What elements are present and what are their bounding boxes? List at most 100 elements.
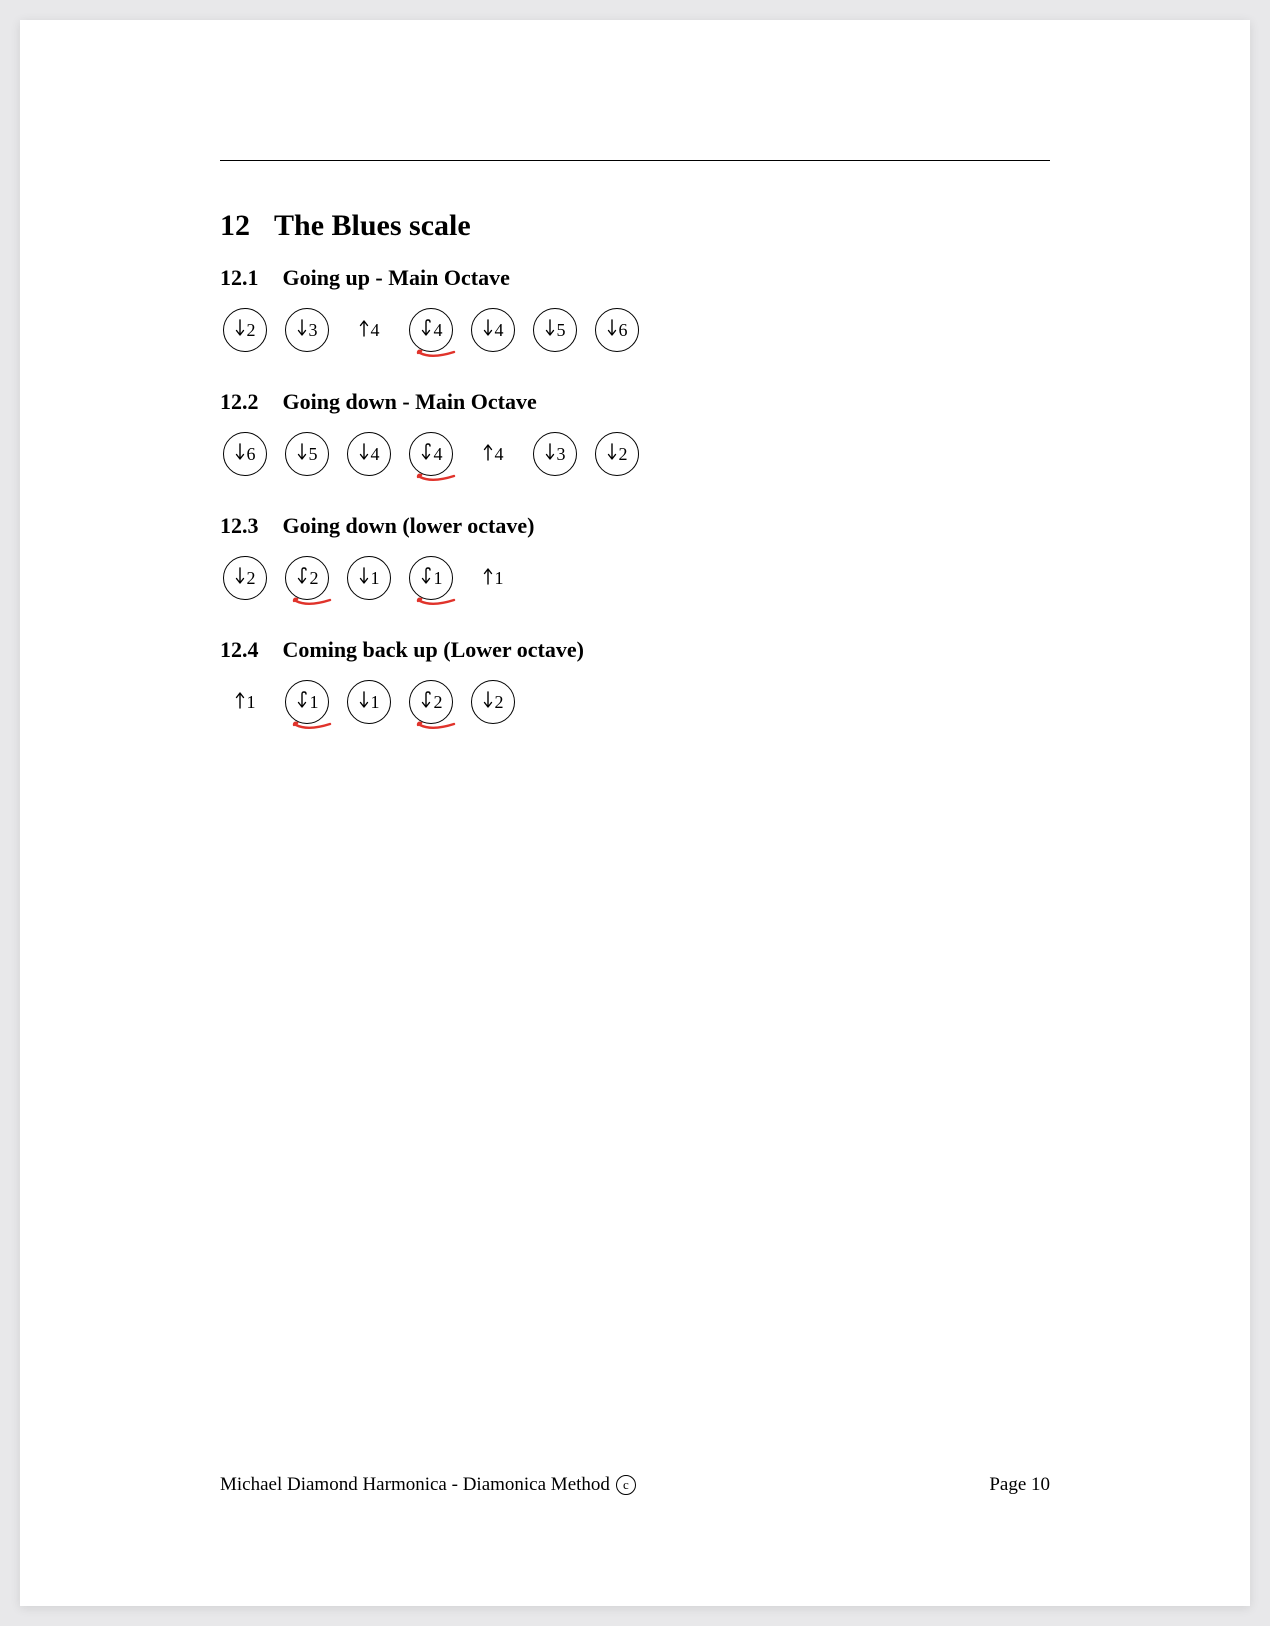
note-circled: 4 [409,432,453,476]
arrow-down-icon [359,443,369,465]
note-circled: 4 [409,308,453,352]
harmonica-note: 5 [530,305,580,355]
note-hole-number: 1 [310,693,319,711]
footer-author-text: Michael Diamond Harmonica - Diamonica Me… [220,1474,610,1496]
arrow-up-icon [483,567,493,589]
note-circled: 2 [471,680,515,724]
arrow-down-icon [545,319,555,341]
note-hole-number: 1 [247,693,256,711]
arrow-down-icon [297,319,307,341]
note-hole-number: 1 [371,569,380,587]
arrow-down-icon [359,567,369,589]
arrow-bend-down-icon [296,691,308,713]
subsection: 12.4 Coming back up (Lower octave) 1 1 1 2 2 [220,637,1050,727]
note-circled: 2 [285,556,329,600]
arrow-down-icon [297,443,307,465]
harmonica-note: 4 [468,305,518,355]
section-title-text: The Blues scale [274,209,471,243]
section-number: 12 [220,209,250,243]
harmonica-note: 2 [220,553,270,603]
note-circled: 1 [285,680,329,724]
note-hole-number: 4 [434,321,443,339]
notes-row: 1 1 1 2 2 [220,677,1050,727]
arrow-down-icon [235,567,245,589]
note-hole-number: 4 [434,445,443,463]
arrow-down-icon [545,443,555,465]
arrow-up-icon [235,691,245,713]
note-hole-number: 6 [619,321,628,339]
arrow-down-icon [235,443,245,465]
arrow-down-icon [607,443,617,465]
note-plain: 4 [347,308,391,352]
harmonica-note: 2 [406,677,456,727]
harmonica-note: 1 [220,677,270,727]
notes-row: 6544432 [220,429,1050,479]
subsection: 12.1Going up - Main Octave 2 3 4 4 4 5 6 [220,265,1050,355]
harmonica-note: 5 [282,429,332,479]
note-circled: 4 [347,432,391,476]
harmonica-note: 2 [468,677,518,727]
note-circled: 4 [471,308,515,352]
copyright-icon: c [616,1475,636,1495]
subsection-title-text: Going up - Main Octave [283,265,510,291]
note-hole-number: 2 [247,569,256,587]
note-hole-number: 2 [434,693,443,711]
subsection-number: 12.4 [220,637,259,663]
note-plain: 1 [223,680,267,724]
harmonica-note: 1 [468,553,518,603]
section-heading: 12 The Blues scale [220,209,1050,243]
subsection: 12.2Going down - Main Octave6544432 [220,389,1050,479]
harmonica-note: 1 [282,677,332,727]
note-plain: 4 [471,432,515,476]
notes-row: 2 3 4 4 4 5 6 [220,305,1050,355]
note-circled: 6 [595,308,639,352]
harmonica-note: 4 [406,305,456,355]
harmonica-note: 6 [592,305,642,355]
note-hole-number: 5 [557,321,566,339]
note-plain: 1 [471,556,515,600]
note-hole-number: 2 [495,693,504,711]
subsection-heading: 12.3Going down (lower octave) [220,513,1050,539]
arrow-down-icon [483,691,493,713]
harmonica-note: 3 [530,429,580,479]
note-circled: 2 [595,432,639,476]
note-circled: 2 [223,308,267,352]
arrow-bend-down-icon [420,443,432,465]
note-hole-number: 1 [495,569,504,587]
note-circled: 1 [347,556,391,600]
subsection-number: 12.2 [220,389,259,415]
subsection-heading: 12.1Going up - Main Octave [220,265,1050,291]
horizontal-rule [220,160,1050,161]
footer-author: Michael Diamond Harmonica - Diamonica Me… [220,1474,636,1496]
harmonica-note: 4 [344,305,394,355]
note-circled: 1 [409,556,453,600]
note-hole-number: 2 [247,321,256,339]
subsection-number: 12.3 [220,513,259,539]
note-hole-number: 4 [495,321,504,339]
arrow-up-icon [359,319,369,341]
note-hole-number: 1 [434,569,443,587]
note-hole-number: 5 [309,445,318,463]
arrow-bend-down-icon [420,567,432,589]
note-hole-number: 4 [371,445,380,463]
harmonica-note: 2 [220,305,270,355]
page-footer: Michael Diamond Harmonica - Diamonica Me… [220,1474,1050,1496]
arrow-down-icon [483,319,493,341]
arrow-bend-down-icon [296,567,308,589]
subsection-heading: 12.2Going down - Main Octave [220,389,1050,415]
note-hole-number: 6 [247,445,256,463]
note-circled: 3 [285,308,329,352]
notes-row: 2 2 1 1 1 [220,553,1050,603]
arrow-up-icon [483,443,493,465]
note-hole-number: 4 [371,321,380,339]
note-circled: 6 [223,432,267,476]
arrow-down-icon [607,319,617,341]
subsection-title-text: Coming back up (Lower octave) [283,637,584,663]
harmonica-note: 6 [220,429,270,479]
note-circled: 1 [347,680,391,724]
harmonica-note: 4 [406,429,456,479]
note-circled: 2 [223,556,267,600]
harmonica-note: 3 [282,305,332,355]
note-hole-number: 1 [371,693,380,711]
arrow-bend-down-icon [420,691,432,713]
